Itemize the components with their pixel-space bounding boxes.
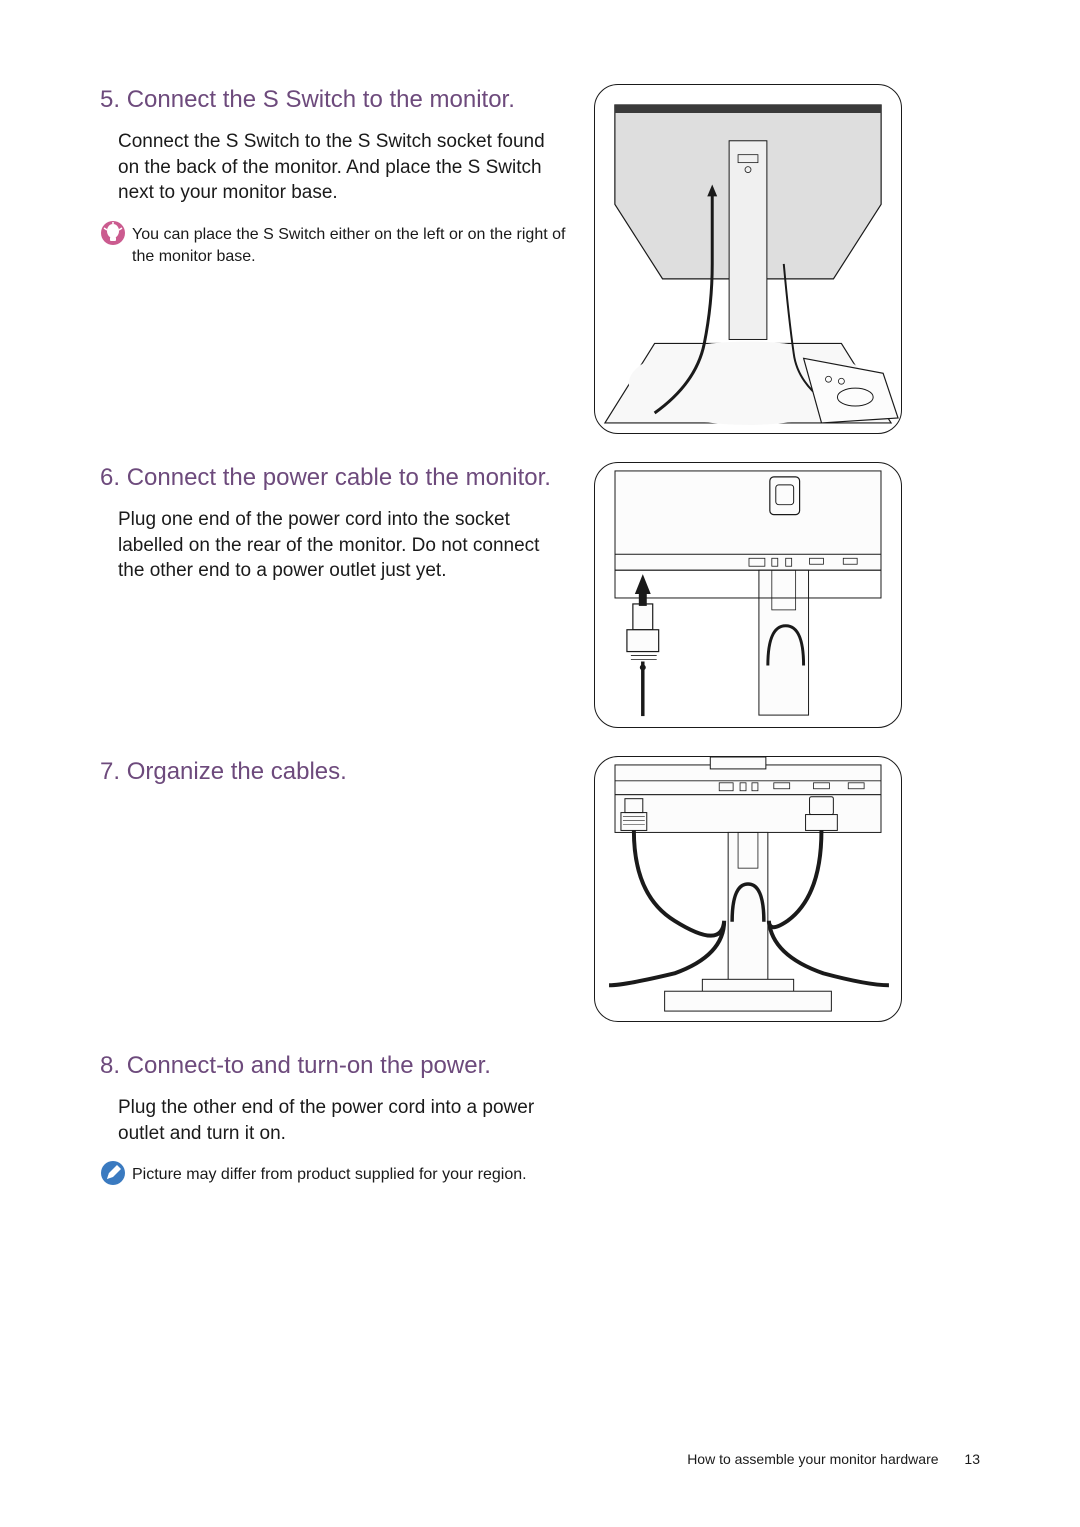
step-5-note: You can place the S Switch either on the… — [100, 224, 570, 267]
step-7: 7. Organize the cables. — [100, 756, 980, 1022]
figure-svg — [595, 757, 901, 1021]
step-6: 6. Connect the power cable to the monito… — [100, 462, 980, 728]
step-5-text: 5. Connect the S Switch to the monitor. … — [100, 84, 570, 277]
step-5-figure — [594, 84, 902, 434]
step-6-para: Plug one end of the power cord into the … — [118, 507, 570, 584]
step-5-para: Connect the S Switch to the S Switch soc… — [118, 129, 570, 206]
step-8-para: Plug the other end of the power cord int… — [118, 1095, 570, 1146]
note-text: You can place the S Switch either on the… — [132, 224, 570, 267]
step-number: 5. — [100, 86, 120, 113]
step-7-heading: 7. Organize the cables. — [100, 756, 570, 787]
step-title: Connect the power cable to the monitor. — [127, 464, 551, 491]
step-8: 8. Connect-to and turn-on the power. Plu… — [100, 1050, 980, 1196]
step-number: 6. — [100, 464, 120, 491]
footer-page-number: 13 — [964, 1451, 980, 1467]
note-text: Picture may differ from product supplied… — [132, 1164, 527, 1186]
step-6-figure — [594, 462, 902, 728]
step-5-heading: 5. Connect the S Switch to the monitor. — [100, 84, 570, 115]
figure-svg — [595, 463, 901, 727]
step-number: 7. — [100, 758, 120, 785]
step-8-text: 8. Connect-to and turn-on the power. Plu… — [100, 1050, 570, 1196]
step-title: Organize the cables. — [127, 758, 347, 785]
pencil-icon — [100, 1160, 126, 1186]
step-7-figure — [594, 756, 902, 1022]
step-7-text: 7. Organize the cables. — [100, 756, 570, 801]
page-footer: How to assemble your monitor hardware 13 — [687, 1451, 980, 1467]
step-6-text: 6. Connect the power cable to the monito… — [100, 462, 570, 598]
step-8-note: Picture may differ from product supplied… — [100, 1164, 570, 1186]
footer-text: How to assemble your monitor hardware — [687, 1451, 938, 1467]
tip-icon — [100, 220, 126, 246]
figure-svg — [595, 85, 901, 433]
step-number: 8. — [100, 1052, 120, 1079]
step-5: 5. Connect the S Switch to the monitor. … — [100, 84, 980, 434]
step-title: Connect-to and turn-on the power. — [127, 1052, 491, 1079]
step-8-heading: 8. Connect-to and turn-on the power. — [100, 1050, 570, 1081]
step-6-heading: 6. Connect the power cable to the monito… — [100, 462, 570, 493]
step-title: Connect the S Switch to the monitor. — [127, 86, 515, 113]
